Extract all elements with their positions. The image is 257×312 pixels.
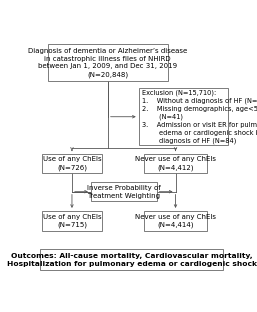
- FancyBboxPatch shape: [42, 154, 102, 173]
- Text: Use of any ChEIs
(N=715): Use of any ChEIs (N=715): [43, 214, 101, 228]
- Text: Diagnosis of dementia or Alzheimer’s disease
in catastrophic illness files of NH: Diagnosis of dementia or Alzheimer’s dis…: [28, 48, 187, 78]
- FancyBboxPatch shape: [144, 154, 207, 173]
- FancyBboxPatch shape: [144, 211, 207, 231]
- Text: Use of any ChEIs
(N=726): Use of any ChEIs (N=726): [43, 156, 101, 171]
- FancyBboxPatch shape: [48, 44, 168, 81]
- FancyBboxPatch shape: [40, 249, 223, 271]
- FancyBboxPatch shape: [91, 182, 157, 201]
- FancyBboxPatch shape: [139, 89, 228, 145]
- Text: Never use of any ChEIs
(N=4,412): Never use of any ChEIs (N=4,412): [135, 156, 216, 171]
- FancyBboxPatch shape: [42, 211, 102, 231]
- Text: Outcomes: All-cause mortality, Cardiovascular mortality,
Hospitalization for pul: Outcomes: All-cause mortality, Cardiovas…: [7, 253, 257, 266]
- Text: Inverse Probability of
Treatment Weighting: Inverse Probability of Treatment Weighti…: [87, 185, 161, 198]
- Text: Exclusion (N=15,710):
1.    Without a diagnosis of HF (N=15,585)
2.    Missing d: Exclusion (N=15,710): 1. Without a diagn…: [142, 90, 257, 144]
- Text: Never use of any ChEIs
(N=4,414): Never use of any ChEIs (N=4,414): [135, 214, 216, 228]
